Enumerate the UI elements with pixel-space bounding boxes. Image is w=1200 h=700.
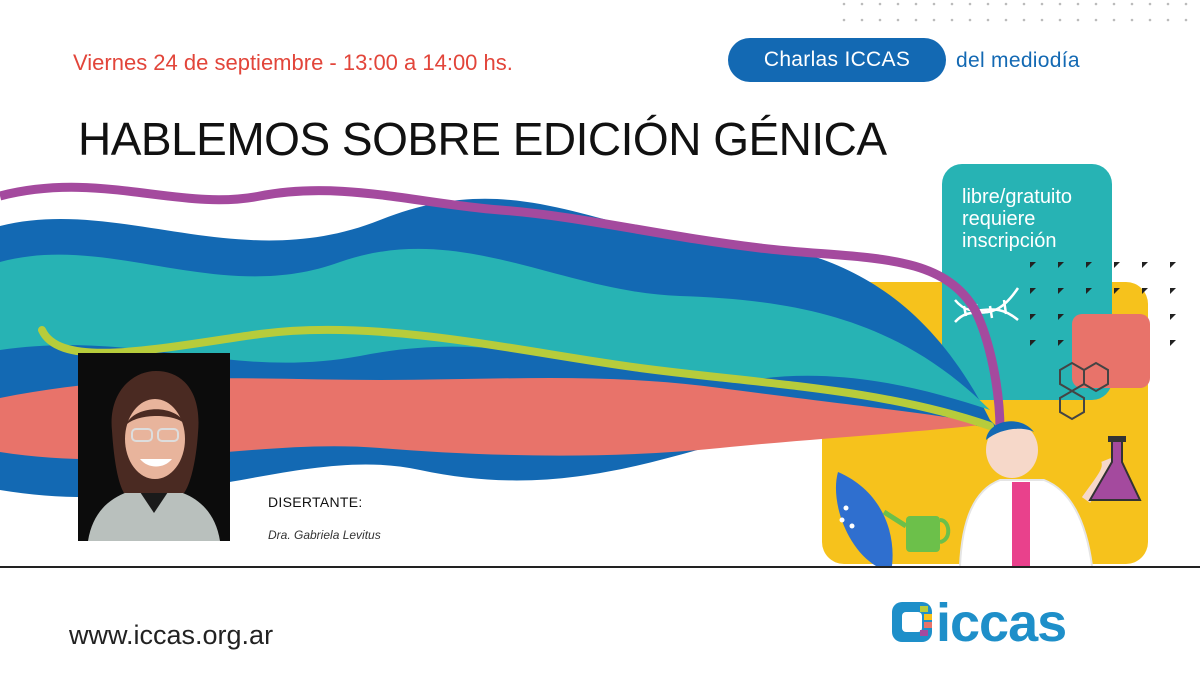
coral-square [1072, 314, 1150, 388]
divider [0, 566, 1200, 568]
series-pill: Charlas ICCAS [728, 38, 946, 82]
badge-line-requires: requiere [962, 208, 1036, 230]
triangle-dot-pattern [1030, 262, 1176, 346]
wave-illustration [0, 164, 1176, 566]
hexagon-molecule-icon [1059, 361, 1109, 421]
speaker-label: DISERTANTE: [268, 494, 363, 510]
speaker-name: Dra. Gabriela Levitus [268, 528, 381, 542]
series-suffix: del mediodía [956, 49, 1080, 72]
badge-line-registration: inscripción [962, 230, 1057, 252]
lime-line [38, 325, 994, 430]
dna-icon [954, 287, 1020, 323]
purple-line [0, 182, 1005, 431]
website-link[interactable]: www.iccas.org.ar [69, 620, 274, 650]
speaker-photo [78, 353, 230, 541]
event-date: Viernes 24 de septiembre - 13:00 a 14:00… [73, 50, 513, 75]
iccas-logo-icon [892, 602, 932, 642]
coral-wave [0, 378, 990, 460]
flask-icon [1088, 436, 1142, 501]
iccas-logo-text: iccas [936, 593, 1067, 653]
badge-line-free: libre/gratuito [962, 186, 1073, 208]
scientist-figure [959, 421, 1112, 566]
leaf-icon [835, 472, 893, 566]
page-title: HABLEMOS SOBRE EDICIÓN GÉNICA [78, 113, 887, 165]
watering-can-icon [882, 509, 951, 552]
dot-pattern-decoration [842, 2, 1188, 22]
access-badge-text: libre/gratuito requiere inscripción [962, 186, 1072, 252]
